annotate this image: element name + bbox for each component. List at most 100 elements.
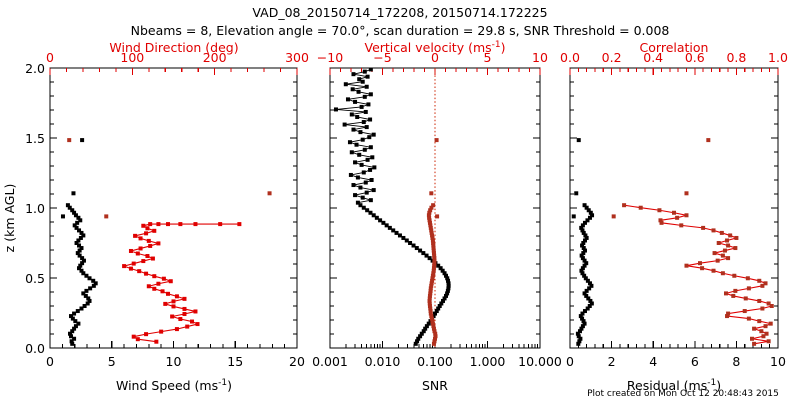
panel2-data-point (362, 147, 367, 152)
panel3-data-point (584, 261, 589, 266)
panel3-data-point (761, 334, 766, 339)
panel3-data-point (580, 228, 585, 233)
panel3-data-point (583, 233, 588, 238)
panel2-data-point (430, 276, 435, 281)
panel3-data-point (580, 243, 585, 248)
panel2-series-2 (426, 203, 438, 346)
panel2-data-point (355, 115, 360, 119)
panel2-data-point (445, 288, 450, 293)
panel1-data-point (141, 259, 146, 264)
panel2-data-point (419, 331, 424, 336)
panel1-data-point (171, 299, 176, 304)
panel2-data-point (361, 205, 366, 210)
svg-text:Vertical velocity (ms-1): Vertical velocity (ms-1) (364, 40, 505, 55)
panel1-data-point (69, 314, 73, 319)
panel1-data-point (74, 241, 79, 245)
panel3-data-point (584, 293, 589, 298)
panel2-data-point (424, 253, 429, 258)
panel3-data-point (732, 273, 737, 278)
panel3-data-point (760, 306, 765, 311)
panel2-data-point (369, 178, 374, 182)
panel2-series-line (360, 204, 450, 345)
panel1-data-point (156, 281, 161, 286)
panel3-data-point (581, 251, 586, 256)
panel2-data-point (430, 278, 435, 283)
panel1-data-point (218, 222, 223, 227)
panel2-data-point (353, 160, 358, 165)
panel2-data-point (429, 230, 434, 235)
panel1-data-point (171, 304, 176, 309)
panel2-xtick-label: 0.001 (312, 354, 348, 369)
panel2-data-point (421, 251, 426, 256)
y-axis-label: z (km AGL) (2, 184, 17, 253)
panel1-data-point (70, 341, 75, 346)
panel3-data-point (577, 339, 582, 344)
panel1-data-point (174, 294, 179, 299)
panel2-data-point (433, 331, 438, 336)
panel3-data-point (759, 329, 764, 334)
panel2-data-point (427, 220, 432, 225)
panel1-data-point (133, 233, 138, 238)
panel2-data-point (357, 152, 362, 157)
panel2-data-point (368, 167, 373, 172)
panel1-data-point (77, 253, 82, 258)
panel3-data-point (585, 306, 590, 311)
panel3-data-point (701, 225, 706, 230)
panel2-data-point (429, 283, 434, 288)
panel3-data-point (579, 326, 584, 331)
panel2-data-point (426, 213, 431, 218)
panel1-data-point (128, 248, 133, 253)
panel3-data-point (577, 329, 582, 334)
panel1-data-point (67, 205, 72, 210)
panel2-data-point (353, 193, 358, 198)
panel2-top-xtick-label: −5 (373, 50, 391, 65)
panel1-data-point (145, 254, 150, 259)
svg-text:Wind Speed (ms-1): Wind Speed (ms-1) (116, 378, 232, 393)
panel1-data-point (76, 321, 81, 326)
panel1-data-point (83, 293, 88, 298)
panel1-data-point (135, 251, 140, 256)
panel1-data-point (76, 215, 81, 220)
panel2-data-point (360, 195, 365, 200)
panel2-data-point (442, 271, 447, 276)
panel3-data-point (579, 253, 584, 258)
panel2-data-point (430, 238, 435, 243)
panel2-data-point (368, 198, 373, 203)
panel2-data-point (358, 203, 363, 208)
panel3-xtick-label: 6 (691, 354, 699, 369)
panel3-data-point (733, 246, 738, 251)
panel1-data-point (104, 214, 109, 219)
panel2-data-point (356, 89, 361, 94)
panel3-data-point (580, 324, 585, 329)
panel2-data-point (365, 208, 370, 213)
panel3-data-point (589, 301, 594, 306)
panel3-bottom-label-sup: -1 (707, 378, 716, 388)
panel2-series-0 (358, 203, 451, 346)
panel2-data-point (381, 220, 386, 225)
panel1-data-point (138, 236, 143, 241)
panel1-data-point (70, 208, 75, 213)
panel1-bottom-axis-label: Wind Speed (ms-1) (116, 378, 232, 393)
panel3-data-point (764, 331, 769, 336)
panel3-data-point (724, 291, 728, 296)
panel1-data-point (150, 256, 155, 261)
panel2-data-point (427, 301, 432, 306)
panel1-data-point (65, 203, 70, 208)
panel1-data-point (81, 233, 86, 238)
panel2-data-point (431, 248, 436, 253)
panel1-data-point (91, 283, 96, 288)
panel1-bottom-label-end: ) (227, 378, 232, 393)
panel1-data-point (75, 220, 80, 225)
panel2-data-point (433, 334, 438, 339)
panel3-data-point (752, 341, 757, 346)
panel2-data-point (361, 120, 366, 125)
panel2-data-point (347, 140, 352, 145)
panel2-data-point (446, 278, 451, 283)
panel2-data-point (371, 213, 376, 218)
panel2-data-point (364, 190, 369, 195)
panel1-data-point (84, 288, 89, 293)
panel1-data-point (69, 334, 73, 339)
panel2-data-point (354, 142, 359, 147)
panel1-data-point (141, 223, 146, 228)
panel1-data-point (79, 230, 84, 235)
